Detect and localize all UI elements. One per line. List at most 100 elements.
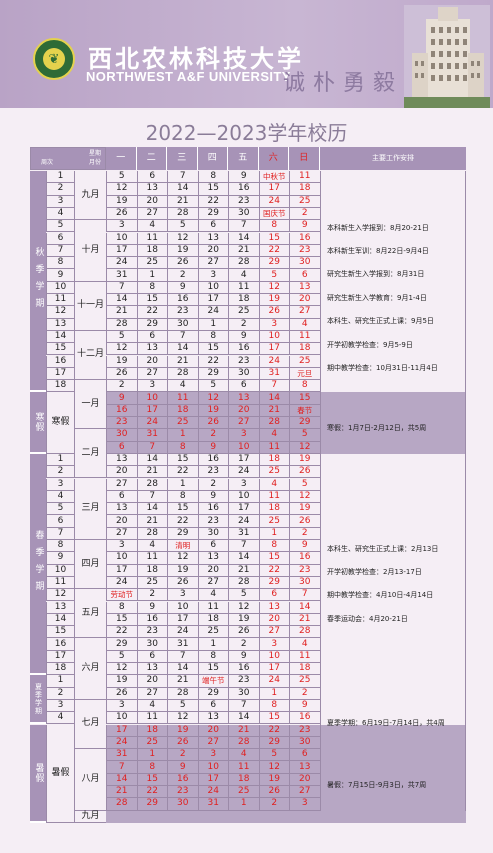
week-number: 3: [46, 478, 74, 491]
day-cell: 4: [289, 638, 320, 651]
day-cell: 18: [136, 724, 167, 737]
day-cell: 4: [289, 318, 320, 331]
day-cell: 29: [197, 687, 228, 700]
day-cell: 23: [289, 724, 320, 737]
day-cell: 23: [106, 417, 137, 430]
day-cell: 12: [106, 183, 137, 196]
day-cell: 5: [258, 749, 289, 762]
day-cell: 30: [167, 798, 198, 811]
day-cell: 28: [258, 417, 289, 430]
week-number: 18: [46, 380, 74, 393]
day-cell: 4: [167, 380, 198, 393]
day-cell: 19: [289, 453, 320, 467]
day-cell: 7: [167, 650, 198, 663]
day-cell: 18: [258, 453, 289, 467]
day-cell: 15: [167, 503, 198, 516]
day-cell: 3: [106, 699, 137, 713]
day-cell: 28: [106, 798, 137, 811]
day-cell: 29: [197, 367, 228, 381]
week-number: 9: [46, 552, 74, 565]
day-cell: 10: [136, 392, 167, 405]
university-name-en: NORTHWEST A&F UNIVERSITY: [86, 69, 291, 84]
day-cell: 25: [228, 786, 259, 799]
month-label: 十二月: [74, 330, 106, 381]
page-title: 2022—2023学年校历: [145, 121, 348, 145]
day-cell: 10: [106, 712, 137, 725]
day-cell: 22: [167, 515, 198, 528]
day-cell: 12: [289, 441, 320, 454]
day-cell: 9: [289, 699, 320, 713]
day-cell: 10: [258, 650, 289, 663]
day-cell: 15: [197, 183, 228, 196]
day-cell: 27: [136, 207, 167, 221]
day-cell: 24: [167, 626, 198, 639]
day-cell: 16: [197, 503, 228, 516]
day-cell: 30: [289, 257, 320, 270]
day-cell: 17: [197, 294, 228, 307]
week-number: 15: [46, 343, 74, 356]
head-week-label: 星期: [88, 150, 101, 157]
day-cell: 16: [136, 613, 167, 627]
week-number: 11: [46, 294, 74, 307]
week-number: 17: [46, 367, 74, 381]
day-cell: 24: [258, 355, 289, 368]
day-cell: 6: [197, 220, 228, 233]
day-cell: 21: [228, 564, 259, 577]
day-cell: 2: [289, 207, 320, 221]
day-cell: 18: [136, 244, 167, 258]
wheat-icon: ❦: [43, 48, 65, 70]
day-cell: 6: [106, 490, 137, 504]
day-cell: 20: [136, 195, 167, 208]
day-cell: 1: [228, 798, 259, 811]
schedule-note: 本科生、研究生正式上课：2月13日: [327, 544, 439, 553]
day-cell: 25: [228, 306, 259, 319]
day-cell: 18: [289, 183, 320, 196]
schedule-note: 研究生新生入学报到：8月31日: [327, 270, 425, 279]
day-cell: 12: [197, 392, 228, 405]
day-cell: 5: [167, 699, 198, 713]
day-cell: 18: [289, 663, 320, 676]
semester-label: 暑假: [30, 724, 46, 823]
day-cell: 国庆节: [258, 207, 289, 221]
week-number: 6: [46, 232, 74, 245]
day-cell: 28: [167, 207, 198, 221]
day-cell: 15: [258, 712, 289, 725]
day-cell: 3: [197, 269, 228, 282]
week-number: 17: [46, 650, 74, 663]
week-number: 4: [46, 207, 74, 221]
week-number: 13: [46, 318, 74, 331]
day-cell: 1: [258, 687, 289, 700]
day-cell: 12: [258, 281, 289, 294]
day-cell: 28: [167, 687, 198, 700]
day-cell: 27: [197, 576, 228, 590]
day-cell: 3: [167, 589, 198, 602]
day-cell: 5: [106, 650, 137, 663]
day-cell: 1: [167, 478, 198, 491]
day-cell: 28: [228, 576, 259, 590]
week-number: 18: [46, 663, 74, 676]
month-label: 一月: [74, 380, 106, 430]
day-cell: 30: [289, 576, 320, 590]
day-cell: 6: [289, 269, 320, 282]
day-cell: 13: [136, 663, 167, 676]
day-cell: 16: [228, 183, 259, 196]
month-label: 十月: [74, 220, 106, 282]
day-cell: 20: [258, 613, 289, 627]
day-cell: 16: [228, 343, 259, 356]
week-number: 2: [46, 466, 74, 479]
day-cell: 7: [136, 441, 167, 454]
day-cell: 22: [258, 564, 289, 577]
day-cell: 19: [289, 503, 320, 516]
day-cell: 30: [136, 638, 167, 651]
day-cell: 29: [197, 207, 228, 221]
day-cell: 27: [106, 478, 137, 491]
day-cell: 19: [167, 244, 198, 258]
day-cell: 25: [136, 257, 167, 270]
day-cell: 24: [258, 675, 289, 688]
week-number: 1: [46, 675, 74, 688]
day-cell: 8: [258, 540, 289, 553]
day-cell: 24: [258, 195, 289, 208]
day-cell: 13: [136, 183, 167, 196]
day-cell: 23: [197, 466, 228, 479]
day-cell: 17: [106, 724, 137, 737]
